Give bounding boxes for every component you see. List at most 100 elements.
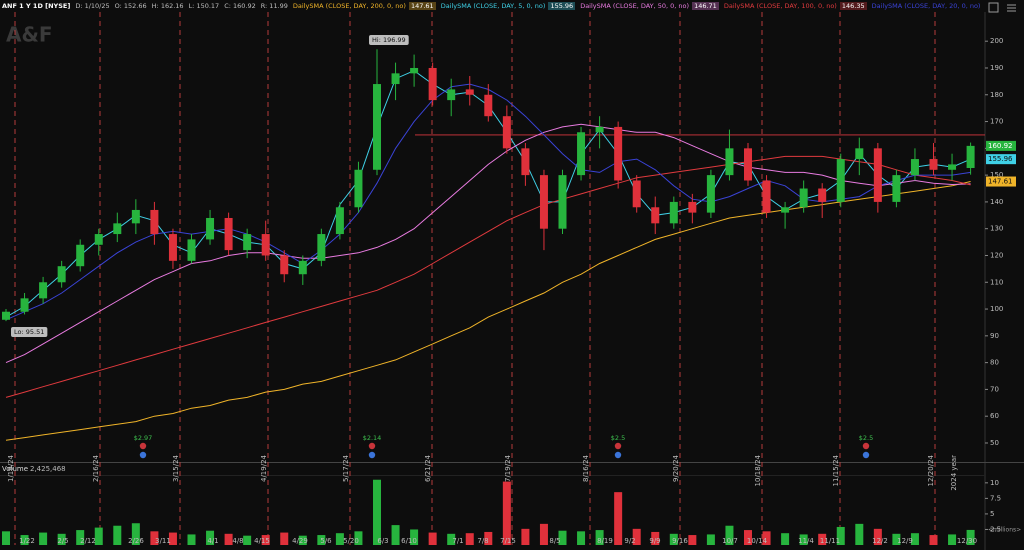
event-label: 7/19/24 bbox=[504, 454, 512, 482]
icon-settings[interactable] bbox=[988, 2, 999, 13]
header-field: L: 150.17 bbox=[188, 2, 220, 10]
candle-body bbox=[76, 244, 85, 267]
volume-bar bbox=[966, 529, 975, 545]
volume-bar bbox=[818, 533, 827, 545]
candle-body bbox=[57, 266, 66, 283]
header-field: C: 160.92 bbox=[224, 2, 256, 10]
x-tick-label: 4/8 bbox=[232, 537, 243, 545]
volume-tick-label: 2.5 bbox=[990, 525, 1001, 533]
x-tick-label: 7/1 bbox=[452, 537, 463, 545]
candle-body bbox=[2, 311, 10, 320]
x-tick-label: 1/22 bbox=[19, 537, 35, 545]
volume-bar bbox=[465, 533, 474, 545]
header-field: D: 1/10/25 bbox=[75, 2, 110, 10]
price-panel bbox=[0, 12, 985, 462]
event-label: 3/15/24 bbox=[172, 454, 180, 482]
annotation: Hi: 196.99 bbox=[369, 35, 409, 45]
study-legend: DailySMA (CLOSE, DAY, 100, 0, no) 146.35 bbox=[724, 2, 867, 10]
volume-bar bbox=[632, 528, 641, 545]
x-tick-label: 8/5 bbox=[549, 537, 560, 545]
x-tick-label: 4/15 bbox=[254, 537, 270, 545]
candle-body bbox=[744, 148, 752, 181]
y-tick-label: 130 bbox=[990, 225, 1003, 233]
candle-body bbox=[558, 175, 567, 229]
volume-bar bbox=[725, 525, 734, 545]
volume-bar bbox=[150, 531, 159, 545]
candle-body bbox=[799, 188, 808, 208]
volume-bar bbox=[335, 533, 344, 545]
volume-bar bbox=[20, 535, 29, 545]
candle-body bbox=[929, 159, 938, 170]
candle-body bbox=[428, 67, 437, 101]
header-field: R: 11.99 bbox=[260, 2, 288, 10]
y-tick-label: 60 bbox=[990, 412, 999, 420]
dividend-icon bbox=[614, 451, 622, 459]
x-tick-label: 9/9 bbox=[649, 537, 660, 545]
volume-bar bbox=[929, 535, 938, 545]
volume-bar bbox=[669, 533, 678, 545]
x-tick-label: 6/10 bbox=[401, 537, 417, 545]
volume-bar bbox=[391, 525, 400, 545]
volume-bar bbox=[168, 532, 177, 545]
earnings-icon bbox=[368, 442, 376, 450]
event-label: 9/20/24 bbox=[672, 454, 680, 482]
candle-body bbox=[150, 209, 159, 235]
price-tag-label: 147.61 bbox=[988, 178, 1013, 186]
volume-bar bbox=[614, 492, 623, 545]
candle-body bbox=[725, 148, 734, 176]
x-tick-label: 2/12 bbox=[80, 537, 96, 545]
study-value: 147.61 bbox=[408, 2, 436, 10]
y-tick-label: 110 bbox=[990, 278, 1003, 286]
volume-bar bbox=[57, 533, 66, 545]
y-tick-label: 180 bbox=[990, 91, 1003, 99]
volume-tick-label: 5 bbox=[990, 510, 994, 518]
volume-bar bbox=[76, 530, 85, 545]
candle-body bbox=[39, 282, 48, 299]
volume-bar bbox=[484, 531, 493, 545]
volume-bar bbox=[39, 532, 48, 545]
candle-body bbox=[651, 207, 660, 224]
watermark: A&F bbox=[6, 23, 53, 47]
candle-body bbox=[168, 234, 177, 261]
annotation-box bbox=[11, 327, 48, 337]
volume-bar bbox=[224, 533, 233, 545]
candle-body bbox=[836, 159, 845, 202]
x-tick-label: 4/1 bbox=[207, 537, 218, 545]
study-value: 146.35 bbox=[839, 2, 867, 10]
volume-bar bbox=[502, 481, 511, 545]
event-label: 5/17/24 bbox=[342, 454, 350, 482]
candle-body bbox=[855, 148, 864, 160]
study-legend: DailySMA (CLOSE, DAY, 5, 0, no) 155.96 bbox=[441, 2, 576, 10]
annotation: Lo: 95.51 bbox=[11, 327, 48, 337]
volume-bar bbox=[298, 535, 307, 545]
x-tick-label: 2/26 bbox=[128, 537, 144, 545]
dividend-icon bbox=[368, 451, 376, 459]
volume-bar bbox=[410, 529, 419, 545]
x-tick-label: 7/15 bbox=[500, 537, 516, 545]
volume-bar bbox=[94, 527, 103, 545]
volume-bar bbox=[762, 531, 771, 545]
candle-body bbox=[595, 126, 604, 133]
candle-body bbox=[688, 201, 697, 213]
candle-body bbox=[131, 209, 140, 224]
event-label: 1/19/24 bbox=[7, 454, 15, 482]
candle-body bbox=[614, 126, 623, 181]
x-tick-label: 5/6 bbox=[320, 537, 332, 545]
candle-body bbox=[910, 159, 919, 176]
x-tick-label: 2/5 bbox=[57, 537, 68, 545]
candle-body bbox=[335, 207, 344, 235]
volume-bar bbox=[131, 523, 140, 545]
x-tick-label: 12/9 bbox=[897, 537, 913, 545]
candle-body bbox=[317, 234, 326, 261]
x-tick-label: 10/7 bbox=[722, 537, 738, 545]
volume-bar bbox=[243, 535, 252, 545]
x-tick-label: 11/4 bbox=[798, 537, 814, 545]
volume-bar bbox=[781, 533, 790, 545]
study-name: DailySMA (CLOSE, DAY, 50, 0, no) bbox=[580, 2, 690, 10]
volume-bar bbox=[651, 531, 660, 545]
x-tick-label: 10/14 bbox=[747, 537, 768, 545]
volume-bar bbox=[744, 530, 752, 545]
icon-menu[interactable] bbox=[1007, 4, 1016, 12]
header: ANF 1 Y 1D [NYSE] D: 1/10/25 O: 152.66 H: … bbox=[0, 0, 985, 12]
